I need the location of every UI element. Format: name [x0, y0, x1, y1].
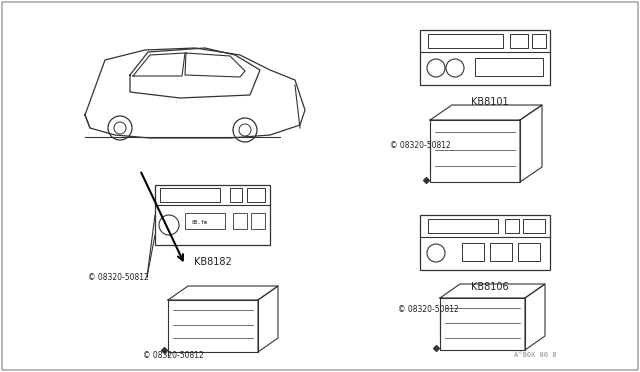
Bar — [430, 120, 520, 182]
Bar — [428, 219, 498, 233]
Bar — [420, 215, 550, 270]
Bar — [510, 34, 528, 48]
Bar — [185, 213, 225, 229]
Text: © 08320-50812: © 08320-50812 — [143, 350, 204, 359]
Bar — [247, 188, 265, 202]
Text: KB8182: KB8182 — [194, 257, 232, 267]
Bar — [523, 219, 545, 233]
Text: A°80X 00 8: A°80X 00 8 — [514, 352, 556, 358]
Bar — [428, 34, 503, 48]
Bar — [518, 243, 540, 261]
Text: © 08320-50812: © 08320-50812 — [398, 305, 459, 314]
Bar — [160, 188, 220, 202]
Bar — [490, 243, 512, 261]
Bar — [155, 185, 270, 245]
Bar — [505, 219, 519, 233]
Text: KB8101: KB8101 — [471, 97, 509, 107]
Bar — [233, 213, 247, 229]
Bar — [168, 300, 258, 352]
Bar — [532, 34, 546, 48]
Text: 88.fm: 88.fm — [192, 219, 208, 224]
Text: © 08320-50812: © 08320-50812 — [88, 273, 148, 282]
Bar — [462, 243, 484, 261]
Bar — [440, 298, 525, 350]
Text: KB8106: KB8106 — [471, 282, 509, 292]
Bar — [420, 30, 550, 85]
Bar — [475, 58, 543, 76]
Bar — [251, 213, 265, 229]
Bar — [230, 188, 242, 202]
Text: © 08320-50812: © 08320-50812 — [390, 141, 451, 150]
